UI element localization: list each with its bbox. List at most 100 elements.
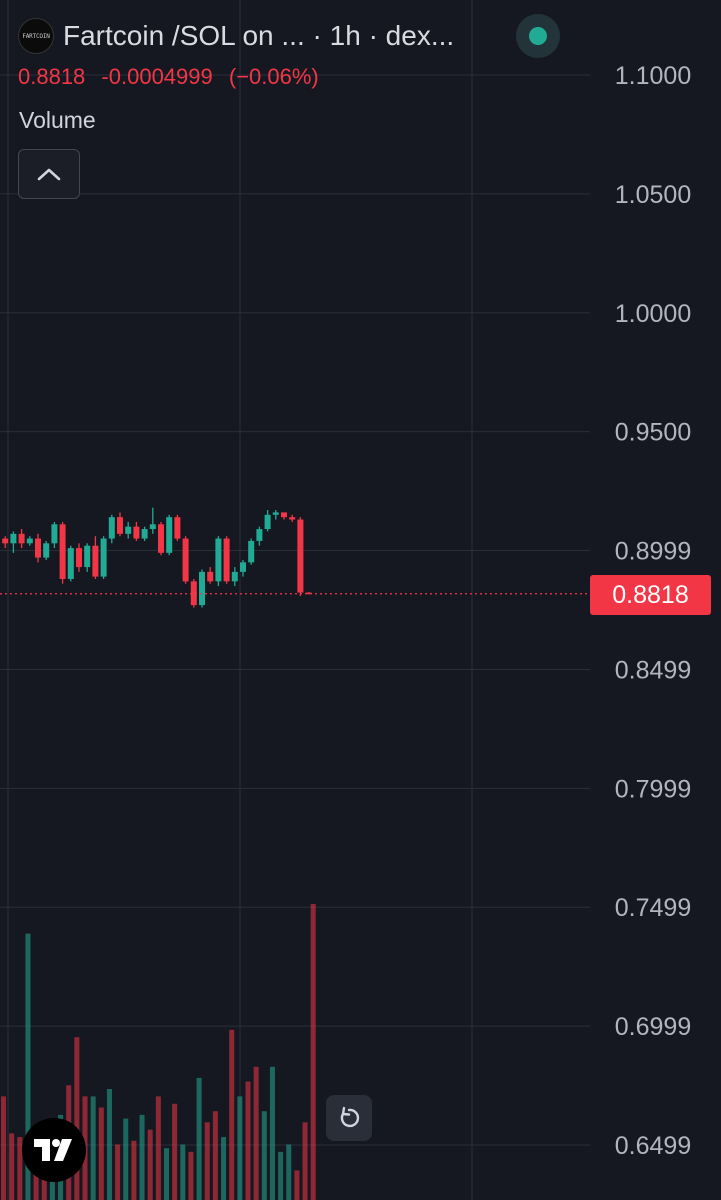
- candle-body: [141, 529, 148, 539]
- price-tick-label: 0.8999: [615, 538, 691, 566]
- volume-bar: [245, 1081, 251, 1200]
- candle-body: [248, 540, 255, 563]
- candle-body: [125, 526, 132, 534]
- volume-bar: [294, 1170, 300, 1200]
- candle-body: [281, 512, 287, 518]
- volume-bar: [253, 1066, 259, 1200]
- volume-bar: [115, 1144, 121, 1200]
- candle-body: [92, 545, 99, 577]
- candle-body: [43, 543, 50, 558]
- candle-body: [35, 538, 41, 558]
- price-axis: 1.1000 1.0500 1.0000 0.9500 0.8999 0.8499 0.79…: [615, 62, 691, 1160]
- title-separator: ·: [312, 20, 330, 51]
- candle-body: [100, 538, 107, 577]
- candle-body: [59, 524, 66, 579]
- candle-body: [149, 524, 156, 530]
- chart-header: FARTCOIN Fartcoin /SOL on ... · 1h · dex…: [18, 16, 454, 56]
- candle-body: [215, 538, 222, 582]
- candle-body: [289, 517, 296, 520]
- volume-bar: [188, 1151, 194, 1200]
- candle-body: [67, 548, 74, 579]
- volume-indicator-label[interactable]: Volume: [19, 107, 96, 133]
- price-tick-label: 1.1000: [615, 62, 691, 90]
- pair-title: Fartcoin /SOL on ...: [63, 20, 305, 51]
- volume-bar: [204, 1122, 210, 1200]
- source-label: dex...: [385, 20, 455, 51]
- reset-chart-button[interactable]: [326, 1095, 372, 1141]
- volume-bar: [310, 904, 316, 1200]
- volume-bar: [17, 1137, 23, 1200]
- title-separator: ·: [368, 20, 386, 51]
- interval-label: 1h: [329, 20, 361, 51]
- tradingview-mark: [34, 1139, 72, 1161]
- volume-bar: [9, 1133, 15, 1200]
- volume-bar: [123, 1118, 129, 1200]
- price-tick-label: 1.0500: [615, 181, 691, 209]
- price-tick-label: 1.0000: [615, 300, 691, 328]
- symbol-title[interactable]: Fartcoin /SOL on ... · 1h · dex...: [63, 20, 454, 52]
- volume-bar: [25, 933, 31, 1200]
- price-tick-label: 0.7499: [615, 894, 691, 922]
- volume-bar: [261, 1111, 267, 1200]
- candle-body: [51, 524, 58, 544]
- candle-body: [297, 519, 304, 593]
- volume-bar: [106, 1089, 112, 1200]
- price-change: -0.0004999: [101, 64, 213, 89]
- volume-bar: [237, 1096, 243, 1200]
- candle-body: [84, 545, 91, 568]
- candle-body: [117, 517, 123, 534]
- volume-bar: [147, 1129, 153, 1200]
- candle-body: [133, 526, 140, 539]
- candle-body: [158, 524, 164, 553]
- candle-body: [207, 571, 214, 582]
- volume-bar: [302, 1122, 308, 1200]
- volume-bar: [172, 1103, 178, 1200]
- volume-bar: [90, 1096, 96, 1200]
- collapse-legend-button[interactable]: [18, 149, 80, 199]
- candle-body: [2, 538, 9, 544]
- candle-body: [272, 512, 279, 515]
- grid-lines: [0, 0, 590, 1200]
- last-price-tag: 0.8818: [590, 575, 711, 615]
- candle-body: [231, 571, 238, 582]
- last-price: 0.8818: [18, 64, 86, 89]
- candle-body: [18, 533, 25, 544]
- candle-body: [190, 581, 197, 606]
- price-tick-label: 0.6499: [615, 1132, 691, 1160]
- volume-bar: [212, 1111, 218, 1200]
- volume-bar: [269, 1066, 275, 1200]
- volume-bar: [74, 1037, 80, 1200]
- candle-body: [223, 538, 230, 582]
- volume-bar: [196, 1077, 202, 1200]
- tradingview-logo-icon[interactable]: [22, 1118, 86, 1182]
- volume-bar: [180, 1144, 186, 1200]
- candle-body: [256, 529, 263, 541]
- chevron-up-icon: [37, 168, 61, 181]
- price-tick-label: 0.6999: [615, 1013, 691, 1041]
- candle-body: [240, 562, 246, 572]
- candle-body: [174, 517, 181, 539]
- volume-bar: [221, 1137, 227, 1200]
- volume-bar: [164, 1148, 169, 1200]
- volume-bar: [286, 1144, 292, 1200]
- volume-bar: [155, 1096, 161, 1200]
- candle-body: [10, 533, 17, 544]
- volume-bar: [131, 1140, 137, 1200]
- candle-body: [182, 538, 189, 582]
- volume-bar: [1, 1096, 6, 1200]
- candle-body: [76, 548, 82, 568]
- candle-body: [264, 514, 271, 530]
- coin-logo-text: FARTCOIN: [22, 32, 50, 40]
- market-status-indicator[interactable]: [516, 14, 560, 58]
- candle-body: [305, 592, 312, 595]
- volume-bar: [229, 1029, 235, 1200]
- ohlc-values: 0.8818 -0.0004999 (−0.06%): [18, 64, 329, 90]
- price-tick-label: 0.8499: [615, 656, 691, 684]
- candle-body: [26, 538, 33, 544]
- volume-bar: [139, 1114, 145, 1200]
- status-dot-icon: [529, 27, 547, 45]
- price-tick-label: 0.9500: [615, 419, 691, 447]
- price-tick-label: 0.7999: [615, 775, 691, 803]
- candle-body: [199, 571, 205, 606]
